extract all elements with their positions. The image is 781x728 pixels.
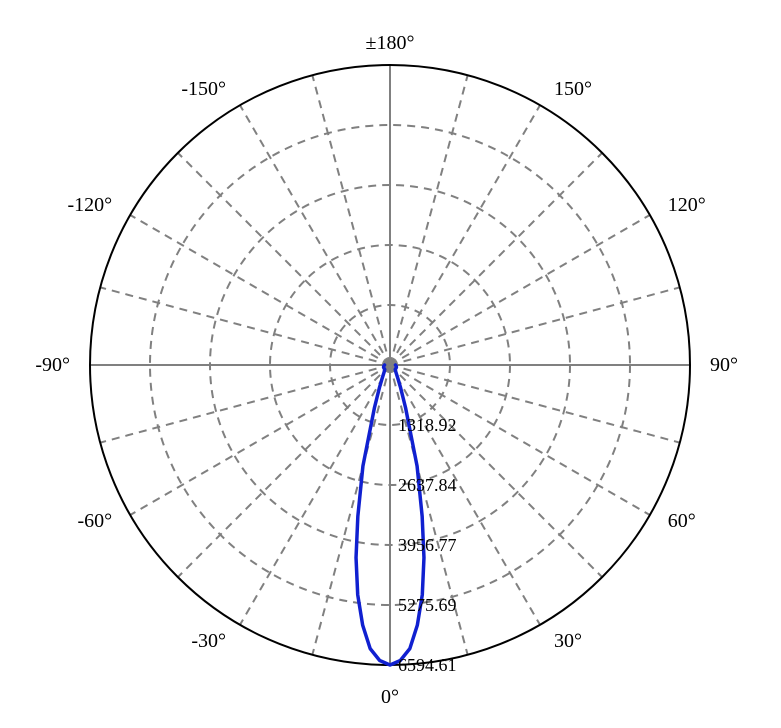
angle-label: 30°: [554, 630, 582, 652]
angle-label: -150°: [181, 78, 226, 100]
angle-label: 0°: [381, 686, 399, 708]
angle-label: 60°: [668, 510, 696, 532]
radial-tick-label: 6594.61: [398, 655, 457, 675]
angle-label: -90°: [35, 354, 70, 376]
radial-tick-label: 2637.84: [398, 475, 457, 495]
angle-label: 120°: [668, 194, 706, 216]
angle-label: 90°: [710, 354, 738, 376]
polar-chart: 1318.92 2637.84 3956.77 5275.69 6594.61 0° 30°…: [0, 0, 781, 728]
angle-label: -30°: [191, 630, 226, 652]
polar-chart-svg: 1318.92 2637.84 3956.77 5275.69 6594.61 0° 30°…: [0, 0, 781, 728]
angle-label: ±180°: [366, 32, 415, 54]
radial-tick-label: 3956.77: [398, 535, 457, 555]
radial-tick-label: 1318.92: [398, 415, 457, 435]
radial-tick-label: 5275.69: [398, 595, 457, 615]
angle-label: -60°: [78, 510, 113, 532]
angle-label: 150°: [554, 78, 592, 100]
angle-label: -120°: [68, 194, 113, 216]
